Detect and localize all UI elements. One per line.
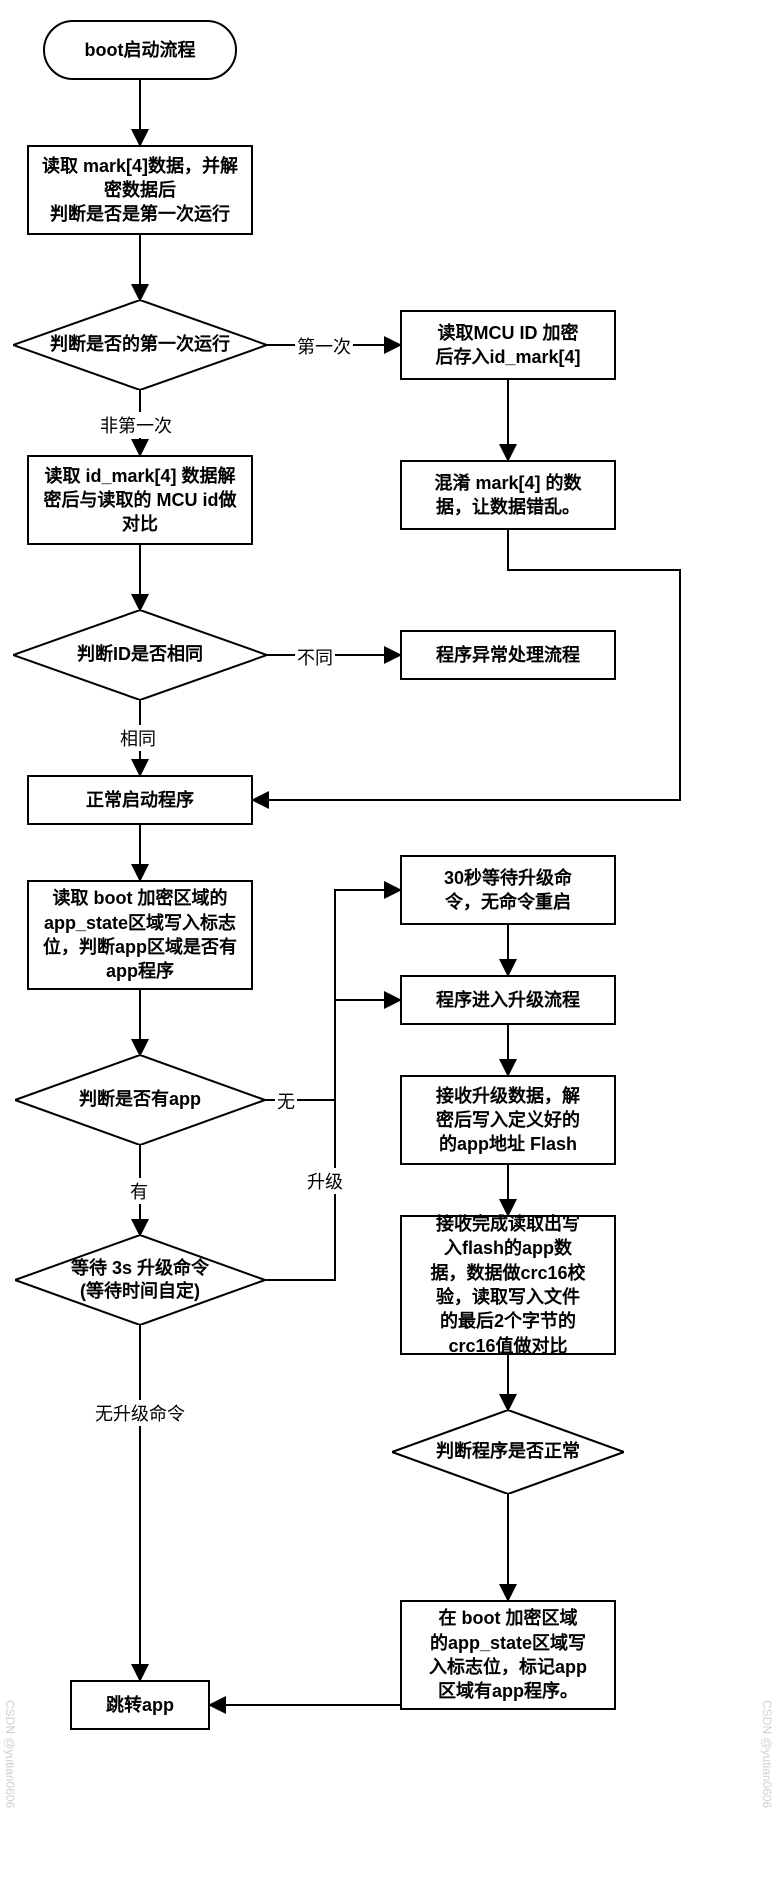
node-n_mcuid: 读取MCU ID 加密 后存入id_mark[4] [400,310,616,380]
node-n_confuse: 混淆 mark[4] 的数 据，让数据错乱。 [400,460,616,530]
node-n_crc: 接收完成读取出写 入flash的app数 据，数据做crc16校 验，读取写入文… [400,1215,616,1355]
node-n_upgrade: 程序进入升级流程 [400,975,616,1025]
node-n_dec_id: 判断ID是否相同 [13,610,267,700]
node-n_read_id: 读取 id_mark[4] 数据解 密后与读取的 MCU id做 对比 [27,455,253,545]
node-n_jump: 跳转app [70,1680,210,1730]
node-n_dec_wait: 等待 3s 升级命令 (等待时间自定) [15,1235,265,1325]
watermark-left: CSDN @yutian0606 [3,1700,17,1808]
edge-label-lbl_diff: 不同 [295,644,335,670]
edge-n_dec_app-n_wait30 [265,890,400,1100]
node-n_read_mark: 读取 mark[4]数据，并解 密数据后 判断是否是第一次运行 [27,145,253,235]
edge-label-lbl_notfirst: 非第一次 [98,412,174,438]
edge-label-lbl_first: 第一次 [295,333,353,359]
watermark-right: CSDN @yutian0606 [760,1700,774,1808]
edge-label-lbl_upg: 升级 [305,1168,345,1194]
node-n_normal: 正常启动程序 [27,775,253,825]
node-n_wait30: 30秒等待升级命 令，无命令重启 [400,855,616,925]
node-n_dec_first: 判断是否的第一次运行 [13,300,267,390]
edge-label-lbl_hasapp: 有 [128,1178,150,1204]
node-label: 等待 3s 升级命令 (等待时间自定) [49,1257,231,1304]
node-label: 判断ID是否相同 [55,643,225,666]
node-n_recv: 接收升级数据，解 密后写入定义好的 的app地址 Flash [400,1075,616,1165]
node-label: 判断是否的第一次运行 [28,333,252,356]
flowchart-canvas: CSDN @yutian0606 CSDN @yutian0606 boot启动… [0,0,782,1886]
node-n_mark_ok: 在 boot 加密区域 的app_state区域写 入标志位，标记app 区域有… [400,1600,616,1710]
node-n_dec_ok: 判断程序是否正常 [392,1410,624,1494]
node-label: 判断是否有app [57,1088,223,1111]
edge-label-lbl_same: 相同 [118,725,158,751]
edge-label-lbl_noapp: 无 [275,1088,297,1114]
node-n_start: boot启动流程 [43,20,237,80]
edge-n_dec_wait-n_upgrade [265,1000,400,1280]
edge-label-lbl_noupg: 无升级命令 [93,1400,187,1426]
node-n_dec_app: 判断是否有app [15,1055,265,1145]
node-n_read_boot: 读取 boot 加密区域的 app_state区域写入标志 位，判断app区域是… [27,880,253,990]
node-label: 判断程序是否正常 [414,1440,602,1463]
node-n_exception: 程序异常处理流程 [400,630,616,680]
